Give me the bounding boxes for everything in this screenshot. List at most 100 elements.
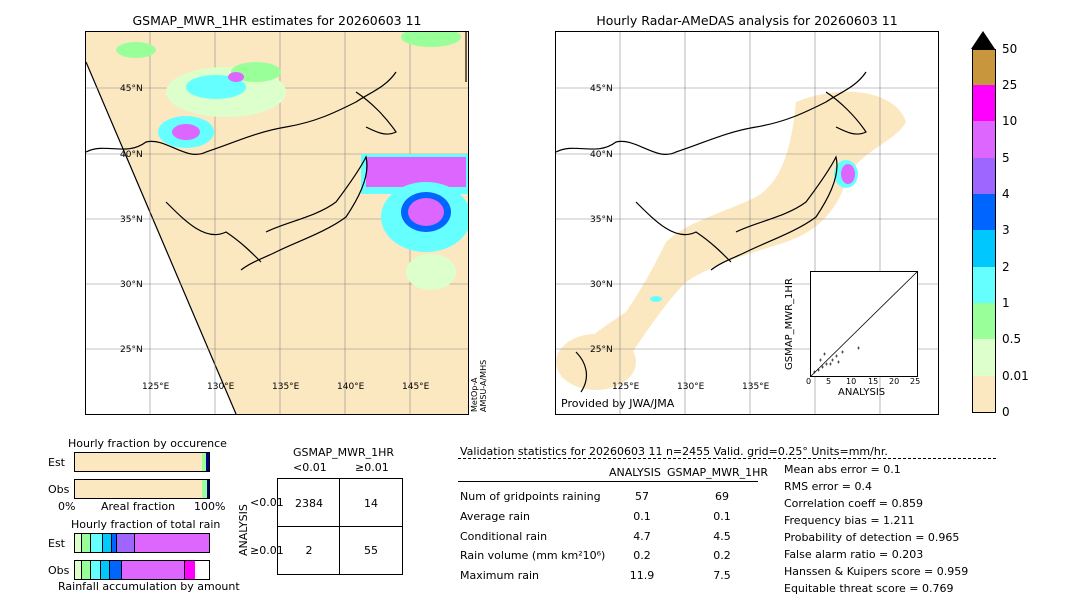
left-map-canvas (86, 32, 468, 414)
stat-analysis-maximum: 11.9 (629, 569, 655, 582)
colorbar-swatch-05-1 (972, 303, 996, 339)
contingency-cell-fn: 2 (305, 544, 313, 557)
colorbar-label-1: 1 (1002, 296, 1010, 310)
scatter-xtick-25: 25 (910, 377, 921, 386)
scatter-xtick-0: 0 (806, 377, 812, 386)
contingency-col-lt: <0.01 (293, 461, 327, 474)
scatter-points (813, 346, 860, 374)
stat-label-maximum: Maximum rain (460, 569, 539, 582)
colorbar-label-3: 3 (1002, 223, 1010, 237)
scatter-xtick-15: 15 (868, 377, 879, 386)
contingency-cell-tp: 55 (364, 544, 378, 557)
left-lat-40: 40°N (120, 150, 143, 160)
score-pod: Probability of detection = 0.965 (784, 531, 960, 544)
colorbar-label-25: 25 (1002, 78, 1018, 92)
stat-gsmap-volume: 0.2 (713, 549, 731, 562)
stat-analysis-volume: 0.2 (633, 549, 651, 562)
colorbar-label-5: 5 (1002, 151, 1010, 165)
left-map-title: GSMAP_MWR_1HR estimates for 20260603 11 (132, 13, 422, 28)
occurrence-row-est: Est (48, 456, 65, 469)
contingency-col-ge: ≥0.01 (355, 461, 389, 474)
colorbar-label-0.5: 0.5 (1002, 332, 1022, 346)
occurrence-bar-obs (74, 479, 210, 499)
colorbar-swatch-001-05 (972, 339, 996, 376)
right-lon-130: 130°E (677, 382, 705, 392)
right-radar-coverage (556, 91, 906, 390)
left-lat-45: 45°N (120, 84, 143, 94)
scatter-xtick-10: 10 (846, 377, 857, 386)
contingency-cell-fp: 14 (364, 497, 378, 510)
total-rain-title: Hourly fraction of total rain (71, 518, 221, 531)
validation-header: Validation statistics for 20260603 11 n=… (460, 445, 888, 458)
right-map[interactable]: 45°N 40°N 35°N 30°N 25°N 125°E 130°E 135… (555, 31, 939, 415)
validation-col-divider (458, 481, 758, 482)
colorbar-swatch-2-3 (972, 230, 996, 267)
total-rain-bar-obs (74, 560, 210, 580)
stat-label-average: Average rain (460, 510, 530, 523)
left-lon-140: 140°E (337, 382, 365, 392)
occurrence-axis-left: 0% (58, 500, 76, 513)
validation-col-analysis: ANALYSIS (609, 466, 661, 479)
colorbar-label-10: 10 (1002, 114, 1018, 128)
colorbar-swatch-0-001 (972, 376, 996, 413)
right-lat-40: 40°N (590, 150, 613, 160)
left-map[interactable]: 45°N 40°N 35°N 30°N 25°N 125°E 130°E 135… (85, 31, 469, 415)
colorbar-extend-arrow (971, 31, 995, 49)
contingency-title: GSMAP_MWR_1HR (293, 446, 395, 459)
colorbar-swatch-4-5 (972, 158, 996, 194)
left-rain-field (116, 32, 468, 290)
swath-edge (86, 61, 237, 414)
stat-label-conditional: Conditional rain (460, 530, 548, 543)
right-coastline (556, 71, 867, 393)
stat-gsmap-average: 0.1 (713, 510, 731, 523)
scatter-ylabel: GSMAP_MWR_1HR (784, 278, 795, 370)
stat-gsmap-gridpoints: 69 (715, 490, 729, 503)
colorbar-label-0: 0 (1002, 405, 1010, 419)
colorbar-label-0.01: 0.01 (1002, 369, 1029, 383)
left-lon-145: 145°E (402, 382, 430, 392)
colorbar-swatch-1-2 (972, 267, 996, 303)
stat-gsmap-maximum: 7.5 (713, 569, 731, 582)
colorbar-label-4: 4 (1002, 187, 1010, 201)
right-lat-25: 25°N (590, 345, 613, 355)
stat-analysis-gridpoints: 57 (635, 490, 649, 503)
occurrence-bar-est (74, 452, 210, 472)
scatter-inset[interactable] (810, 271, 918, 377)
colorbar-label-50: 50 (1002, 42, 1018, 56)
occurrence-axis-mid: Areal fraction (101, 500, 176, 513)
left-lon-130: 130°E (207, 382, 235, 392)
stat-analysis-average: 0.1 (633, 510, 651, 523)
scatter-canvas (810, 271, 918, 377)
sensor-label: MetOp-A AMSU-A/MHS (470, 359, 488, 412)
total-rain-bar-est (74, 533, 210, 553)
stat-analysis-conditional: 4.7 (633, 530, 651, 543)
right-lat-30: 30°N (590, 280, 613, 290)
left-lat-25: 25°N (120, 345, 143, 355)
right-lon-135: 135°E (742, 382, 770, 392)
colorbar-swatch-3-4 (972, 194, 996, 230)
validation-divider (458, 458, 996, 459)
right-map-title: Hourly Radar-AMeDAS analysis for 2026060… (596, 13, 898, 28)
scatter-xtick-20: 20 (889, 377, 900, 386)
right-lat-35: 35°N (590, 215, 613, 225)
scatter-xtick-5: 5 (826, 377, 832, 386)
one-to-one-line (810, 271, 918, 377)
score-frequency-bias: Frequency bias = 1.211 (784, 514, 915, 527)
left-lat-35: 35°N (120, 215, 143, 225)
contingency-grid: 2384 14 2 55 (277, 478, 403, 575)
colorbar-label-2: 2 (1002, 260, 1010, 274)
score-hk: Hanssen & Kuipers score = 0.959 (784, 565, 969, 578)
occurrence-axis-right: 100% (194, 500, 226, 513)
stat-gsmap-conditional: 4.5 (713, 530, 731, 543)
total-rain-row-obs: Obs (48, 564, 70, 577)
radar-credit: Provided by JWA/JMA (561, 397, 675, 410)
total-rain-footer: Rainfall accumulation by amount (58, 580, 240, 593)
score-ets: Equitable threat score = 0.769 (784, 582, 954, 595)
right-lon-125: 125°E (612, 382, 640, 392)
contingency-row-axis: ANALYSIS (237, 504, 250, 556)
contingency-row-lt: <0.01 (250, 496, 284, 509)
score-mae: Mean abs error = 0.1 (784, 463, 901, 476)
left-lon-135: 135°E (272, 382, 300, 392)
occurrence-title: Hourly fraction by occurence (68, 437, 227, 450)
colorbar-swatch-25-50 (972, 49, 996, 86)
